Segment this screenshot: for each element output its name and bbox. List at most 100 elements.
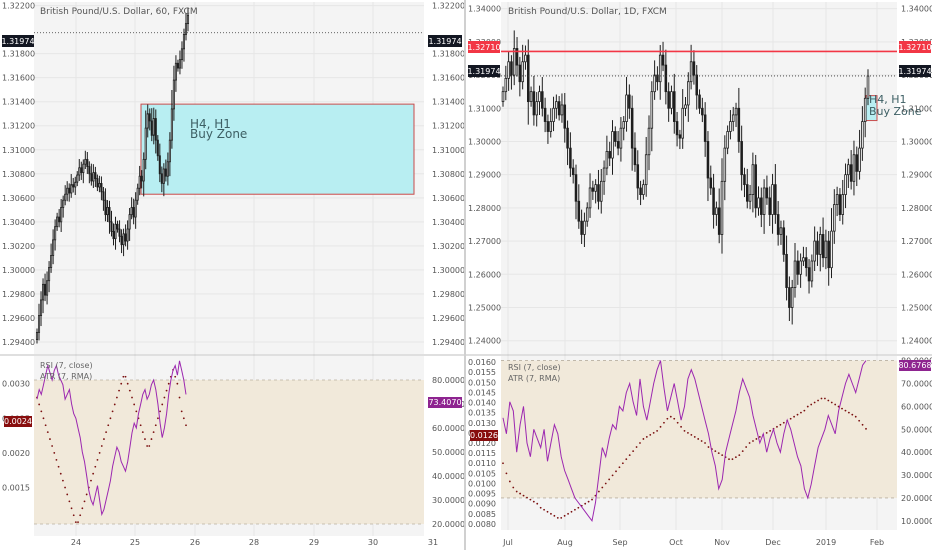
candle	[180, 41, 183, 69]
left-buy-zone[interactable]: H4, H1 Buy Zone	[140, 103, 415, 195]
candle	[48, 261, 51, 293]
atr-tick-label: 0.0145	[468, 388, 496, 397]
candle	[847, 158, 850, 189]
candle	[184, 12, 188, 41]
candle	[785, 235, 788, 301]
right-chart-title: British Pound/U.S. Dollar, 1D, FXCM	[508, 7, 667, 17]
candle	[715, 201, 718, 226]
candle	[861, 106, 864, 161]
candle	[524, 45, 527, 70]
atr-tick-label: 0.0080	[468, 520, 496, 529]
candle	[116, 220, 119, 233]
candle	[740, 125, 743, 191]
buy-zone-label-1: H4, H1	[869, 93, 907, 106]
candle	[560, 93, 564, 123]
atr-dot	[139, 424, 142, 427]
right-candles	[501, 30, 870, 325]
price-tick-label: 1.29600	[432, 314, 465, 323]
price-tick-label: 1.31000	[468, 104, 501, 113]
left-atr-tag: 0.0024	[4, 416, 32, 427]
atr-dot	[673, 417, 676, 420]
candle	[106, 200, 109, 223]
atr-dot	[861, 423, 864, 426]
time-tick-label: 2019	[816, 538, 836, 547]
atr-dot	[96, 458, 99, 461]
atr-dot	[683, 429, 686, 432]
right-buy-zone[interactable]: H4, H1 Buy Zone	[865, 93, 922, 122]
candle	[86, 152, 89, 174]
candle	[156, 135, 159, 161]
price-tick-label: 1.34000	[901, 5, 932, 14]
candle	[642, 179, 645, 200]
candle	[134, 192, 137, 229]
candle	[771, 173, 774, 234]
atr-dot	[810, 403, 813, 406]
time-tick-label: Nov	[714, 538, 730, 547]
candle	[501, 86, 505, 107]
candle	[76, 171, 79, 187]
atr-dot	[779, 423, 782, 426]
atr-tick-label: 0.0085	[468, 510, 496, 519]
candle	[58, 209, 61, 228]
candle	[512, 30, 516, 86]
candle	[743, 167, 746, 198]
atr-dot	[90, 479, 92, 482]
atr-dot	[57, 465, 60, 468]
candle	[56, 212, 59, 231]
candle	[122, 228, 125, 257]
atr-dot	[649, 434, 652, 436]
atr-tick-label: 0.0160	[468, 358, 496, 367]
atr-dot	[103, 438, 105, 440]
atr-dot	[98, 452, 101, 454]
right-time-axis[interactable]: Jul Aug Sep Oct Nov Dec 2019 Feb	[502, 538, 884, 547]
right-rsi-band	[501, 360, 897, 499]
price-tick-label: 1.30400	[2, 218, 35, 227]
atr-dot	[656, 429, 659, 432]
right-resistance-tag-left: 1.32710	[467, 41, 501, 53]
price-tick-label: 1.31400	[432, 98, 465, 107]
candle	[50, 243, 53, 273]
atr-dot	[827, 399, 830, 402]
rsi-tick-label: 30.0000	[901, 471, 932, 480]
atr-dot	[663, 421, 665, 424]
atr-dot	[515, 490, 518, 493]
atr-dot	[676, 421, 679, 424]
candle	[543, 97, 547, 133]
candle	[170, 90, 173, 149]
atr-dot	[635, 446, 638, 448]
candle	[804, 247, 808, 277]
atr-dot	[529, 498, 532, 501]
atr-dot	[793, 415, 795, 418]
left-time-axis[interactable]: 24 25 26 28 29 30 31	[71, 538, 438, 547]
atr-dot	[841, 407, 843, 410]
right-atr-axis[interactable]: 0.01600.01550.01500.01450.01400.01350.01…	[468, 358, 496, 529]
buy-zone-rect[interactable]	[140, 103, 415, 195]
price-tick-label: 1.30200	[432, 242, 465, 251]
candle	[515, 37, 519, 77]
atr-dot	[105, 431, 108, 434]
candle	[639, 180, 642, 206]
candle	[102, 187, 105, 211]
candle	[858, 129, 861, 180]
atr-tick-label: 0.0095	[468, 490, 496, 499]
atr-dot	[113, 403, 116, 406]
atr-dot	[62, 479, 64, 482]
atr-dot	[587, 500, 590, 503]
right-price-area[interactable]	[501, 2, 897, 354]
candle	[507, 51, 510, 91]
right-rsi-label: RSI (7, close)	[508, 363, 561, 372]
candle	[526, 39, 530, 125]
left-rsi-tag: 73.4070	[428, 397, 462, 408]
price-tick-label: 1.25000	[468, 304, 501, 313]
atr-tick-label: 0.0155	[468, 368, 496, 377]
rsi-tick-label: 70.0000	[901, 379, 932, 388]
price-tick-label: 1.31000	[432, 146, 465, 155]
candle	[597, 169, 600, 210]
price-tick-label: 1.31600	[2, 74, 35, 83]
atr-dot	[597, 490, 600, 493]
price-tick-label: 1.25000	[901, 304, 932, 313]
candle	[591, 180, 595, 200]
candle	[186, 7, 190, 32]
price-tick-label: 1.30000	[432, 266, 465, 275]
left-price-axis[interactable]: 1.32200 1.32200 1.31800 1.31800 1.31600 1.316…	[2, 2, 465, 347]
